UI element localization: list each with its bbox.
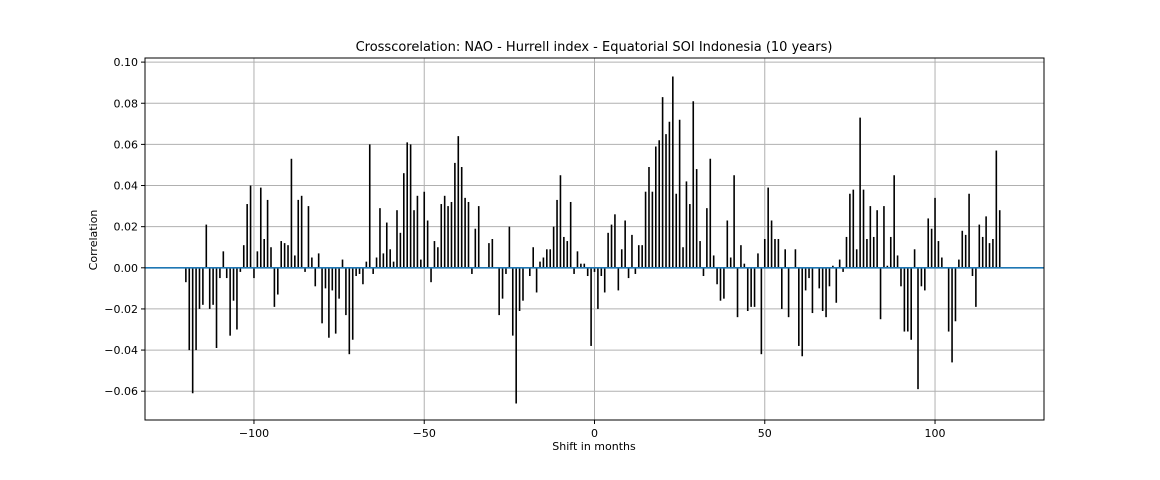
- bars: [185, 76, 1001, 404]
- y-tick-label: 0.06: [114, 138, 139, 151]
- x-tick-label: −50: [413, 427, 436, 440]
- y-tick-label: −0.02: [104, 303, 138, 316]
- y-tick-label: 0.08: [114, 97, 139, 110]
- x-tick-label: 100: [925, 427, 946, 440]
- y-tick-label: 0.00: [114, 262, 139, 275]
- grid: [145, 58, 1044, 420]
- y-tick-label: 0.02: [114, 221, 139, 234]
- y-tick-label: −0.06: [104, 385, 138, 398]
- x-tick-label: −100: [239, 427, 269, 440]
- x-tick-label: 0: [591, 427, 598, 440]
- axis-ticks: −100 −50 0 50 100 −0.06 −0.04 −0.02 0.00 0.02 0.04…: [104, 56, 945, 440]
- y-tick-label: 0.10: [114, 56, 139, 69]
- y-axis-label: Correlation: [87, 210, 100, 271]
- x-tick-label: 50: [758, 427, 772, 440]
- chart-title: Crosscorelation: NAO - Hurrell index - E…: [356, 40, 833, 55]
- y-tick-label: −0.04: [104, 344, 138, 357]
- y-tick-label: 0.04: [114, 180, 139, 193]
- x-axis-label: Shift in months: [552, 440, 636, 453]
